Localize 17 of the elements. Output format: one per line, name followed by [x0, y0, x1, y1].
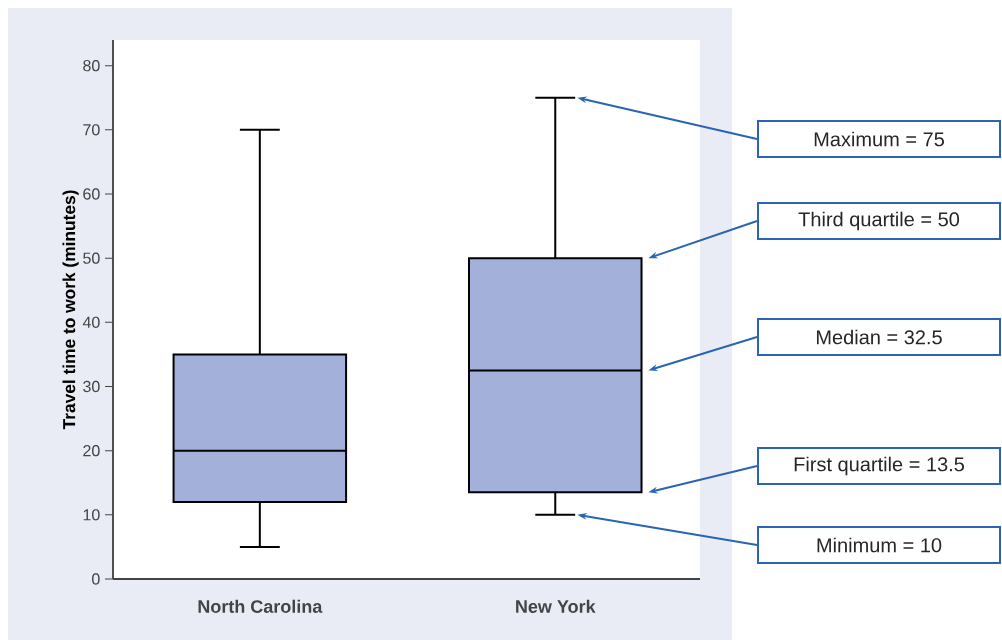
y-tick-label: 30: [83, 380, 100, 393]
y-axis-title: Travel time to work (minutes): [62, 190, 79, 430]
x-tick-label: North Carolina: [198, 599, 323, 613]
y-tick-label: 60: [83, 188, 100, 200]
text: Maximum = 75: [814, 131, 944, 147]
text: Minimum = 10: [817, 537, 942, 553]
y-tick-label: 20: [83, 445, 100, 457]
y-tick-label: 80: [83, 60, 100, 72]
x-tick-label: New York: [516, 599, 596, 613]
y-tick-label: 40: [82, 316, 100, 328]
y-tick-label: 10: [83, 509, 100, 521]
y-tick-label: 0: [92, 573, 100, 585]
text: Median = 32.5: [816, 329, 942, 345]
y-tick-label: 50: [83, 252, 100, 264]
y-tick-label: 70: [83, 124, 100, 136]
text: First quartile = 13.5: [794, 456, 965, 476]
text: Third quartile = 50: [798, 211, 960, 231]
